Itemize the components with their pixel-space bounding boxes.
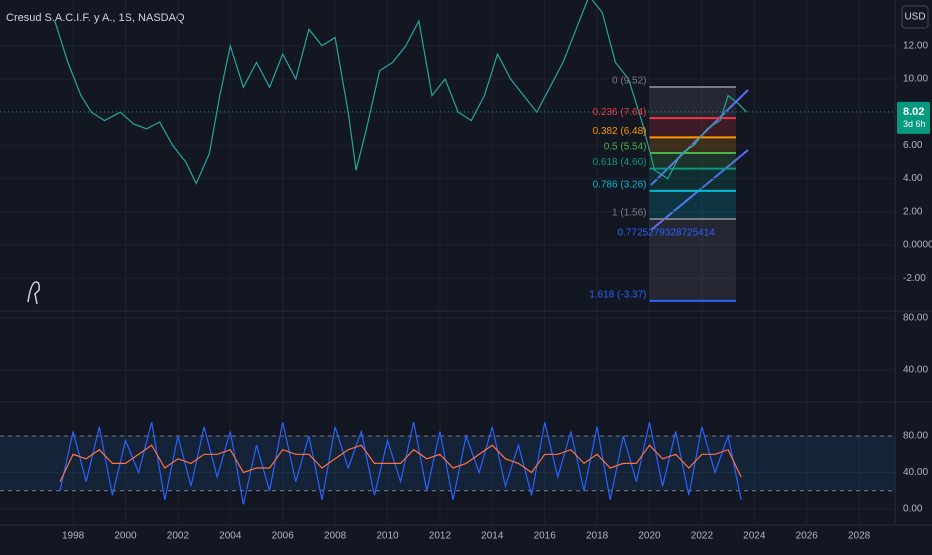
fib-zone: [649, 219, 736, 301]
symbol-title: Cresud S.A.C.I.F. y A., 1S, NASDAQ: [6, 12, 185, 24]
fib-zone: [649, 190, 736, 220]
y-tick-label: 40.00: [903, 365, 928, 376]
band-fill: [0, 436, 895, 491]
y-tick-label: 2.00: [903, 206, 923, 217]
countdown-label: 3d 6h: [903, 119, 926, 129]
fib-label: 0.5 (5.54): [604, 142, 647, 153]
x-tick-label: 2026: [796, 531, 819, 542]
x-tick-label: 2028: [848, 531, 871, 542]
fib-label: 1 (1.56): [612, 208, 646, 219]
fib-annotation: 0.7725279328725414: [618, 228, 716, 239]
y-tick-label: 0.00: [903, 504, 923, 515]
y-tick-label: 10.00: [903, 74, 928, 85]
fib-label: 1.618 (-3.37): [589, 290, 646, 301]
series-line: [59, 444, 742, 482]
x-tick-label: 2020: [638, 531, 661, 542]
series-line: [54, 0, 747, 185]
plot: [54, 0, 747, 302]
y-tick-label: 80.00: [903, 431, 928, 442]
y-tick-label: 12.00: [903, 40, 928, 51]
y-tick-label: 4.00: [903, 173, 923, 184]
logo-icon: [27, 281, 40, 305]
y-tick-label: 0.0000: [903, 240, 932, 251]
current-price-label: 8.02: [903, 106, 924, 118]
fib-label: 0.618 (4.60): [593, 157, 647, 168]
plot: [0, 422, 895, 505]
fib-label: 0 (9.52): [612, 76, 646, 87]
x-tick-label: 2002: [167, 531, 190, 542]
y-tick-label: 80.00: [903, 313, 928, 324]
x-tick-label: 1998: [62, 531, 85, 542]
fib-label: 0.382 (6.48): [593, 126, 647, 137]
y-tick-label: 6.00: [903, 140, 923, 151]
x-tick-label: 2014: [481, 531, 504, 542]
fib-zone: [649, 168, 736, 191]
fib-zone: [649, 137, 736, 154]
x-tick-label: 2022: [691, 531, 714, 542]
fib-zone: [649, 153, 736, 169]
fib-label: 0.236 (7.64): [593, 107, 647, 118]
series-line: [59, 422, 742, 505]
x-tick-label: 2012: [429, 531, 452, 542]
y-tick-label: 40.00: [903, 467, 928, 478]
currency-label[interactable]: USD: [904, 12, 925, 23]
x-tick-label: 2010: [376, 531, 399, 542]
x-tick-label: 2000: [114, 531, 137, 542]
y-tick-label: -2.00: [903, 273, 926, 284]
currency-button[interactable]: [901, 5, 929, 29]
current-price-box: [897, 101, 930, 134]
x-tick-label: 2018: [586, 531, 609, 542]
fib-zone: [649, 86, 736, 119]
x-tick-label: 2006: [272, 531, 295, 542]
x-tick-label: 2004: [219, 531, 242, 542]
x-tick-label: 2016: [534, 531, 557, 542]
x-tick-label: 2008: [324, 531, 347, 542]
fib-label: 0.786 (3.26): [593, 179, 647, 190]
x-tick-label: 2024: [743, 531, 766, 542]
fib-zone: [649, 118, 736, 138]
